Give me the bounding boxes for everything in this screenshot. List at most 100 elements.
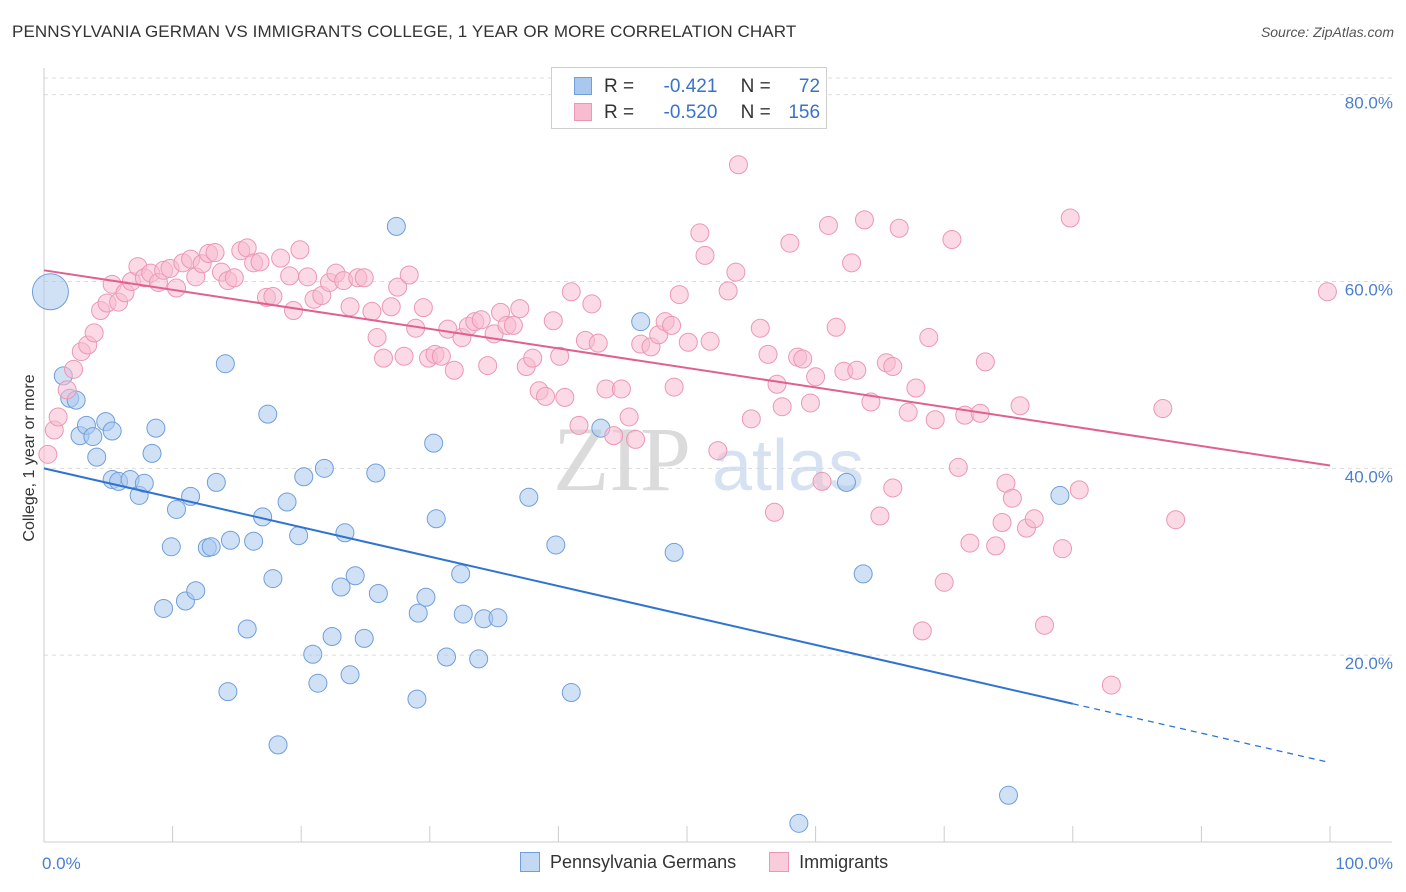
data-point-immigrants: [271, 248, 291, 268]
data-point-immigrants: [367, 328, 387, 348]
data-point-pennsylvania-germans: [161, 537, 181, 557]
legend-swatch-blue: [574, 77, 592, 95]
data-point-pennsylvania-germans: [166, 499, 186, 519]
data-point-immigrants: [561, 282, 581, 302]
data-point-pennsylvania-germans: [836, 472, 856, 492]
data-point-immigrants: [569, 415, 589, 435]
data-point-pennsylvania-germans: [1050, 485, 1070, 505]
data-point-pennsylvania-germans: [416, 587, 436, 607]
data-point-immigrants: [205, 243, 225, 263]
data-point-immigrants: [883, 478, 903, 498]
data-point-immigrants: [934, 572, 954, 592]
gridlines: [44, 77, 1392, 656]
data-point-immigrants: [925, 410, 945, 430]
source-label: Source: ZipAtlas.com: [1260, 24, 1394, 40]
data-point-immigrants: [588, 333, 608, 353]
data-point-pennsylvania-germans: [263, 569, 283, 589]
legend-label: Immigrants: [799, 852, 889, 872]
data-point-pennsylvania-germans: [314, 458, 334, 478]
data-point-pennsylvania-germans: [146, 418, 166, 438]
y-tick-label: 80.0%: [1345, 94, 1393, 113]
data-point-immigrants: [471, 310, 491, 330]
legend-row-immigrants: R = -0.520 N = 156: [574, 102, 820, 126]
data-point-pennsylvania-germans: [244, 531, 264, 551]
data-point-immigrants: [523, 348, 543, 368]
data-point-immigrants: [772, 397, 792, 417]
data-point-pennsylvania-germans: [407, 689, 427, 709]
data-point-immigrants: [48, 407, 68, 427]
data-point-immigrants: [84, 323, 104, 343]
data-point-pennsylvania-germans: [853, 564, 873, 584]
data-point-pennsylvania-germans: [83, 427, 103, 447]
data-point-immigrants: [842, 253, 862, 273]
chart-title: PENNSYLVANIA GERMAN VS IMMIGRANTS COLLEG…: [12, 22, 797, 41]
data-point-immigrants: [806, 367, 826, 387]
legend-swatch-pink: [769, 852, 790, 872]
data-point-immigrants: [283, 300, 303, 320]
data-point-immigrants: [224, 268, 244, 288]
data-point-immigrants: [728, 155, 748, 175]
y-tick-label: 20.0%: [1345, 654, 1393, 673]
data-point-immigrants: [478, 356, 498, 376]
data-point-pennsylvania-germans: [154, 598, 174, 618]
data-point-immigrants: [912, 621, 932, 641]
data-point-immigrants: [800, 393, 820, 413]
data-point-pennsylvania-germans: [294, 467, 314, 487]
data-point-immigrants: [503, 315, 523, 335]
x-tick-label: 100.0%: [1335, 854, 1393, 873]
data-point-pennsylvania-germans: [999, 785, 1018, 805]
data-point-immigrants: [942, 229, 962, 249]
legend-n-value: 72: [798, 76, 821, 97]
data-point-immigrants: [662, 315, 682, 335]
data-point-immigrants: [758, 344, 778, 364]
data-point-pennsylvania-germans: [426, 509, 446, 529]
data-point-pennsylvania-germans: [220, 530, 240, 550]
data-point-pennsylvania-germans: [340, 665, 360, 685]
legend-n-label: N =: [740, 76, 771, 97]
data-point-immigrants: [1069, 480, 1089, 500]
data-point-immigrants: [847, 360, 867, 380]
y-tick-label: 60.0%: [1345, 281, 1393, 300]
trend-line-immigrants: [43, 269, 1331, 467]
data-point-immigrants: [362, 301, 382, 321]
data-point-pennsylvania-germans: [451, 564, 471, 584]
data-point-pennsylvania-germans: [488, 608, 508, 628]
data-point-immigrants: [536, 386, 556, 406]
data-point-immigrants: [664, 377, 684, 397]
data-point-immigrants: [57, 380, 77, 400]
data-point-immigrants: [626, 429, 646, 449]
data-point-pennsylvania-germans: [368, 584, 388, 604]
data-point-immigrants: [870, 506, 890, 526]
data-point-pennsylvania-germans: [31, 273, 69, 311]
data-point-pennsylvania-germans: [201, 537, 221, 557]
data-point-pennsylvania-germans: [186, 581, 206, 601]
data-point-immigrants: [718, 281, 738, 301]
series-pennsylvania-germans: [31, 216, 1070, 833]
data-point-pennsylvania-germans: [206, 472, 226, 492]
data-point-immigrants: [919, 328, 939, 348]
data-point-pennsylvania-germans: [87, 447, 107, 467]
series-legend: Pennsylvania Germans Immigrants: [520, 852, 916, 873]
trend-lines: [43, 269, 1331, 764]
trend-line-pennsylvania-germans-extension: [1072, 703, 1331, 764]
data-point-immigrants: [1002, 488, 1022, 508]
data-point-immigrants: [678, 332, 698, 352]
data-point-immigrants: [611, 379, 631, 399]
data-point-immigrants: [38, 444, 58, 464]
data-point-immigrants: [413, 298, 433, 318]
data-point-immigrants: [166, 278, 186, 298]
correlation-legend: R = -0.421 N = 72 R = -0.520 N = 156: [551, 67, 827, 129]
data-point-immigrants: [1053, 539, 1073, 559]
data-point-immigrants: [1153, 399, 1173, 419]
data-point-immigrants: [898, 402, 918, 422]
data-point-immigrants: [1166, 510, 1186, 530]
data-point-pennsylvania-germans: [218, 682, 238, 702]
data-point-immigrants: [975, 352, 995, 372]
data-point-immigrants: [280, 266, 300, 286]
data-point-immigrants: [1317, 282, 1337, 302]
legend-row-pennsylvania-germans: R = -0.421 N = 72: [574, 76, 820, 100]
y-axis-label: College, 1 year or more: [21, 374, 38, 541]
data-point-pennsylvania-germans: [408, 603, 428, 623]
data-point-immigrants: [340, 297, 360, 317]
